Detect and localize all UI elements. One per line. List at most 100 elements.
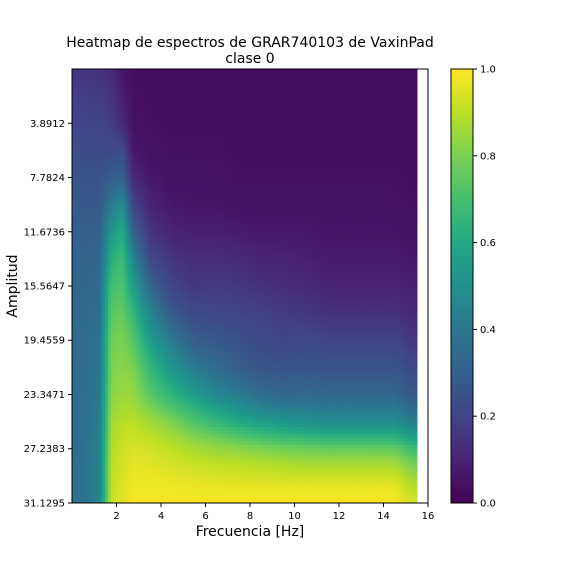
heatmap-cell bbox=[244, 152, 248, 157]
heatmap-cell bbox=[149, 195, 154, 200]
heatmap-cell bbox=[166, 90, 170, 95]
heatmap-cell bbox=[269, 191, 273, 197]
heatmap-cell bbox=[280, 87, 284, 92]
heatmap-cell bbox=[325, 202, 329, 208]
heatmap-cell bbox=[247, 72, 251, 77]
heatmap-cell bbox=[355, 130, 360, 135]
heatmap-cell bbox=[155, 213, 159, 218]
heatmap-cell bbox=[186, 159, 190, 164]
heatmap-cell bbox=[152, 97, 157, 103]
heatmap-cell bbox=[250, 137, 254, 142]
heatmap-cell bbox=[250, 105, 254, 110]
heatmap-cell bbox=[291, 173, 296, 179]
heatmap-cell bbox=[333, 123, 337, 128]
heatmap-cell bbox=[244, 108, 248, 113]
heatmap-cell bbox=[355, 90, 360, 95]
heatmap-cell bbox=[216, 105, 221, 110]
heatmap-cell bbox=[108, 108, 112, 113]
heatmap-cell bbox=[127, 69, 132, 74]
heatmap-cell bbox=[272, 137, 276, 142]
heatmap-cell bbox=[369, 173, 373, 179]
heatmap-cell bbox=[161, 213, 165, 218]
heatmap-cell bbox=[94, 90, 98, 95]
heatmap-cell bbox=[144, 152, 148, 157]
heatmap-cell bbox=[305, 152, 310, 157]
heatmap-cell bbox=[94, 213, 98, 218]
heatmap-cell bbox=[144, 112, 148, 117]
heatmap-cell bbox=[236, 90, 240, 95]
heatmap-cell bbox=[302, 130, 307, 135]
heatmap-cell bbox=[255, 144, 259, 150]
heatmap-cell bbox=[124, 144, 129, 150]
heatmap-cell bbox=[313, 188, 318, 193]
heatmap-cell bbox=[127, 202, 132, 208]
heatmap-cell bbox=[158, 112, 162, 117]
heatmap-cell bbox=[163, 141, 168, 146]
heatmap-cell bbox=[158, 148, 162, 153]
heatmap-cell bbox=[205, 123, 209, 128]
heatmap-cell bbox=[244, 90, 248, 95]
heatmap-cell bbox=[172, 123, 176, 128]
heatmap-cell bbox=[72, 163, 76, 168]
heatmap-cell bbox=[138, 155, 143, 161]
heatmap-cell bbox=[186, 90, 190, 95]
heatmap-cell bbox=[280, 163, 284, 168]
heatmap-cell bbox=[355, 69, 360, 74]
heatmap-cell bbox=[355, 195, 360, 200]
heatmap-cell bbox=[141, 76, 145, 81]
heatmap-cell bbox=[244, 148, 248, 153]
heatmap-cell bbox=[358, 188, 362, 193]
heatmap-cell bbox=[311, 173, 315, 179]
heatmap-cell bbox=[188, 144, 193, 150]
heatmap-cell bbox=[272, 191, 276, 197]
heatmap-cell bbox=[147, 116, 151, 121]
heatmap-cell bbox=[280, 119, 284, 124]
heatmap-cell bbox=[172, 159, 176, 164]
heatmap-cell bbox=[155, 210, 159, 215]
heatmap-cell bbox=[355, 210, 360, 215]
heatmap-cell bbox=[352, 97, 357, 103]
heatmap-cell bbox=[213, 112, 218, 117]
heatmap-cell bbox=[122, 199, 126, 204]
heatmap-cell bbox=[263, 108, 268, 113]
heatmap-cell bbox=[414, 210, 418, 215]
heatmap-cell bbox=[191, 152, 195, 157]
heatmap-cell bbox=[302, 206, 307, 211]
heatmap-cell bbox=[325, 134, 329, 139]
heatmap-cell bbox=[333, 130, 337, 135]
heatmap-cell bbox=[333, 69, 337, 74]
heatmap-cell bbox=[80, 184, 84, 189]
heatmap-cell bbox=[213, 163, 218, 168]
heatmap-cell bbox=[330, 159, 335, 164]
heatmap-cell bbox=[88, 119, 93, 124]
heatmap-cell bbox=[325, 155, 329, 161]
heatmap-cell bbox=[355, 83, 360, 88]
heatmap-cell bbox=[99, 177, 104, 182]
heatmap-cell bbox=[302, 195, 307, 200]
heatmap-cell bbox=[194, 202, 198, 208]
heatmap-cell bbox=[411, 144, 415, 150]
heatmap-cell bbox=[135, 173, 140, 179]
heatmap-cell bbox=[174, 130, 179, 135]
heatmap-cell bbox=[258, 97, 262, 103]
heatmap-cell bbox=[224, 126, 229, 132]
heatmap-cell bbox=[250, 152, 254, 157]
heatmap-cell bbox=[316, 123, 321, 128]
heatmap-cell bbox=[361, 94, 365, 99]
heatmap-cell bbox=[135, 213, 140, 218]
heatmap-cell bbox=[208, 126, 212, 132]
heatmap-cell bbox=[375, 148, 379, 153]
heatmap-cell bbox=[166, 76, 170, 81]
heatmap-cell bbox=[80, 123, 84, 128]
heatmap-cell bbox=[380, 195, 385, 200]
heatmap-cell bbox=[224, 191, 229, 197]
heatmap-cell bbox=[124, 69, 129, 74]
heatmap-cell bbox=[169, 69, 173, 74]
heatmap-cell bbox=[402, 210, 407, 215]
heatmap-cell bbox=[138, 141, 143, 146]
heatmap-cell bbox=[197, 177, 201, 182]
heatmap-cell bbox=[327, 210, 332, 215]
heatmap-cell bbox=[375, 119, 379, 124]
heatmap-cell bbox=[347, 76, 351, 81]
heatmap-cell bbox=[177, 170, 182, 175]
